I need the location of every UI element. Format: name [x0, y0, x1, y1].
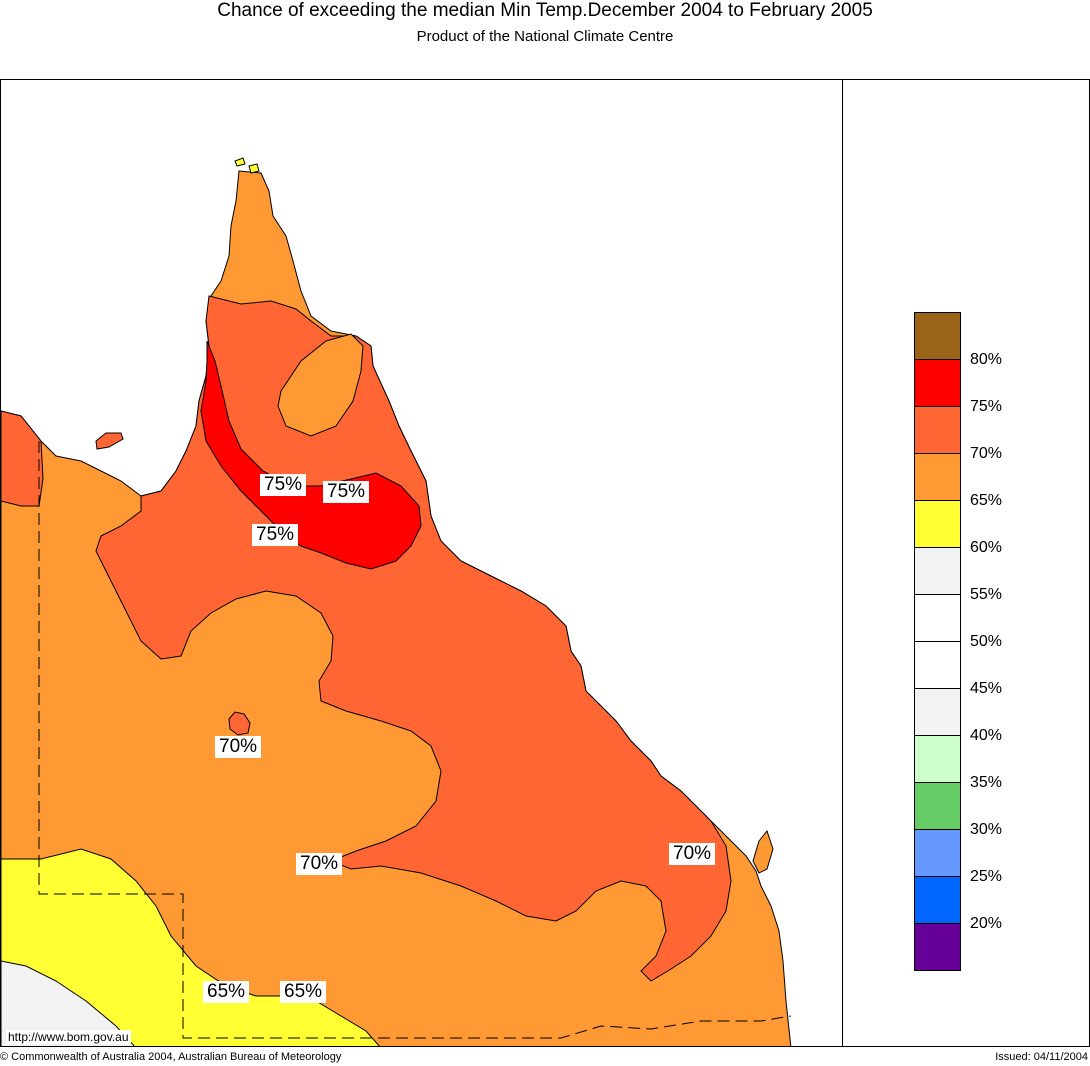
map-label-70-b: 70%: [296, 853, 343, 875]
legend-color-bar: [914, 312, 961, 971]
map-label-70-c: 70%: [669, 843, 716, 865]
map-label-75-b: 75%: [323, 481, 370, 503]
legend-swatch: [915, 830, 960, 877]
legend-swatch: [915, 595, 960, 642]
legend-swatch: [915, 642, 960, 689]
legend-label: 75%: [970, 398, 1003, 415]
legend-label: 55%: [970, 586, 1003, 603]
legend-label: 35%: [970, 774, 1003, 791]
map-title: Chance of exceeding the median Min Temp.…: [217, 0, 873, 21]
island-north: [248, 163, 260, 174]
legend-label: 40%: [970, 727, 1003, 744]
legend-swatch: [915, 783, 960, 830]
map-svg: [1, 80, 842, 1046]
state-border: [38, 441, 792, 1039]
land-region-55-60: [1, 960, 135, 1046]
legend-swatch: [915, 454, 960, 501]
legend-label: 60%: [970, 539, 1003, 556]
land-region-west-strip: [1, 410, 44, 507]
legend-swatch: [915, 736, 960, 783]
island-gulf: [95, 432, 124, 450]
land-region-northern-pocket: [277, 333, 364, 437]
map-subtitle: Product of the National Climate Centre: [416, 28, 674, 45]
land-region-small-island: [228, 711, 251, 736]
map-label-70-a: 70%: [215, 736, 262, 758]
issued-date: Issued: 04/11/2004: [995, 1051, 1088, 1063]
legend-label: 25%: [970, 868, 1003, 885]
land-region-75-80: [200, 340, 422, 570]
legend-label: 80%: [970, 351, 1003, 368]
legend-label: 65%: [970, 492, 1003, 509]
map-label-65-b: 65%: [280, 981, 327, 1003]
legend-swatch: [915, 360, 960, 407]
legend-label: 50%: [970, 633, 1003, 650]
legend-swatch: [915, 313, 960, 360]
legend-swatch: [915, 407, 960, 454]
island-north-2: [234, 157, 246, 167]
copyright-notice: © Commonwealth of Australia 2004, Austra…: [0, 1051, 342, 1063]
legend-swatch: [915, 501, 960, 548]
source-url[interactable]: http://www.bom.gov.au: [6, 1030, 131, 1044]
legend-label: 30%: [970, 821, 1003, 838]
legend-label: 20%: [970, 915, 1003, 932]
legend-swatch: [915, 548, 960, 595]
island-east: [752, 829, 774, 874]
legend-swatch: [915, 924, 960, 970]
map-label-75-a: 75%: [260, 474, 307, 496]
legend-panel: 80% 75% 70% 65% 60% 55% 50% 45% 40% 35% …: [842, 79, 1090, 1047]
legend-label: 70%: [970, 445, 1003, 462]
legend-swatch: [915, 689, 960, 736]
map-label-75-c: 75%: [252, 524, 299, 546]
legend-label: 45%: [970, 680, 1003, 697]
map-label-65-a: 65%: [203, 981, 250, 1003]
map-frame: 75% 75% 75% 70% 70% 70% 65% 65% http://w…: [0, 79, 843, 1047]
legend-swatch: [915, 877, 960, 924]
